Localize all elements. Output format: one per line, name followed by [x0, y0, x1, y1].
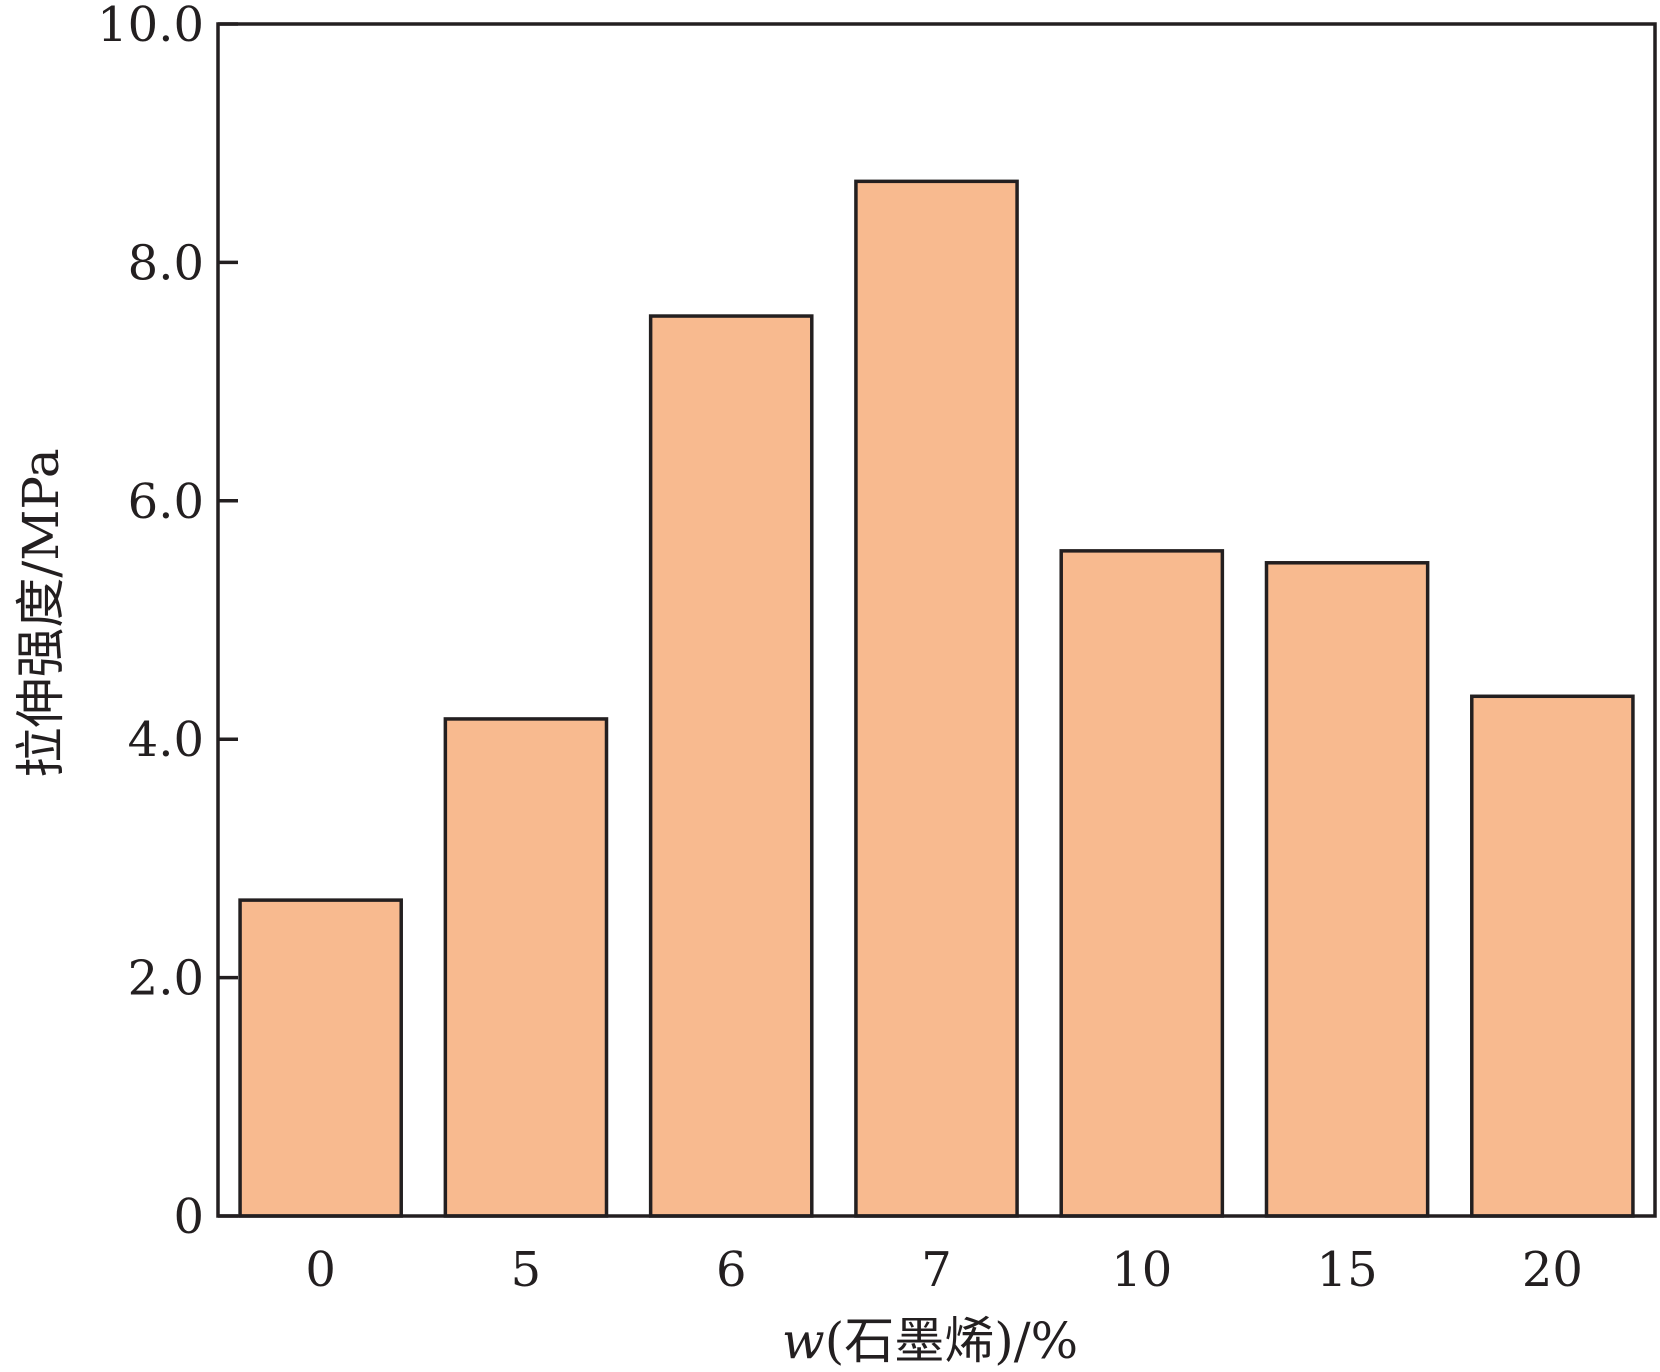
x-tick-label: 6: [716, 1242, 747, 1298]
y-tick-label: 10.0: [97, 0, 204, 53]
x-axis-label-variable: w: [782, 1312, 825, 1370]
plot-frame: [216, 22, 1657, 1218]
bar-10: [1059, 549, 1225, 1218]
y-tick-label: 4.0: [128, 712, 204, 768]
bar-6: [648, 314, 814, 1218]
x-tick-label: 5: [511, 1242, 542, 1298]
x-tick-label: 20: [1522, 1242, 1583, 1298]
bar-0: [238, 898, 403, 1218]
x-tick-label: 10: [1111, 1242, 1172, 1298]
x-axis-ticks: 0 5 6 7 10 15 20: [305, 1242, 1583, 1298]
bars-group: [238, 179, 1635, 1218]
y-tick-label: 6.0: [128, 474, 204, 530]
y-axis-ticks: 0 2.0 4.0 6.0 8.0 10.0: [97, 0, 238, 1245]
bar-20: [1470, 694, 1635, 1218]
bar-7: [854, 179, 1019, 1218]
y-tick-label: 8.0: [128, 235, 204, 291]
y-tick-label: 2.0: [128, 951, 204, 1007]
bar-15: [1264, 561, 1430, 1218]
y-axis-label: 拉伸强度/MPa: [12, 448, 70, 777]
y-tick-label: 0: [173, 1189, 204, 1245]
x-tick-label: 7: [921, 1242, 952, 1298]
x-axis-label-unit: (石墨烯)/%: [825, 1312, 1078, 1370]
x-tick-label: 0: [305, 1242, 336, 1298]
bar-5: [443, 717, 609, 1218]
x-tick-label: 15: [1317, 1242, 1378, 1298]
x-axis-label: w(石墨烯)/%: [782, 1312, 1078, 1370]
